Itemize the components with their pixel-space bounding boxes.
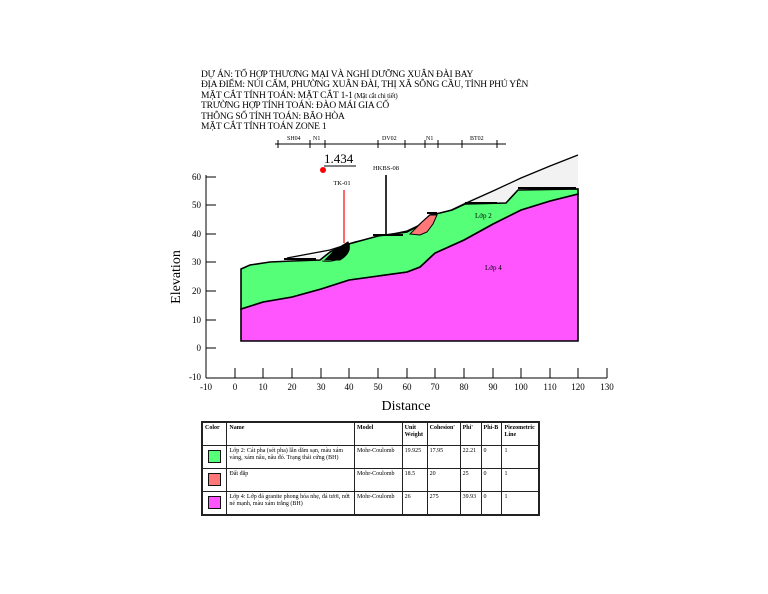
header-line-project: DỰ ÁN: TỔ HỢP THƯƠNG MẠI VÀ NGHỈ DƯỠNG X… [201,70,474,80]
model-cell: Mohr-Coulomb [353,468,403,492]
slip-center-icon [320,167,326,173]
name-cell: Đất đắp [226,468,355,492]
y-tick-40: 40 [192,229,202,239]
profile-label-sh04: SH04 [287,136,301,142]
table-row: Lớp 4: Lớp đá granite phong hóa nhẹ, đá … [201,491,540,516]
header-line-section: MẶT CẮT TÍNH TOÁN: MẶT CẮT 1-1 (Mặt cắt … [201,91,528,101]
x-tick-110: 110 [543,382,557,392]
header-line-zone: MẶT CẮT TÍNH TOÁN ZONE 1 [201,122,327,133]
header-line-parameters: THÔNG SỐ TÍNH TOÁN: BÃO HÒA [201,111,345,122]
header-model: Model [353,421,403,446]
profile-label-dv02: DV02 [382,136,397,142]
layer-2-label: Lớp 2 [475,212,492,220]
header-section-note: (Mặt cắt chi tiết) [352,91,398,100]
header-unit-weight: Unit Weight [401,421,428,446]
unit-weight-cell: 18.5 [401,468,428,492]
x-tick-30: 30 [317,382,327,392]
x-tick-minus10: -10 [200,382,212,392]
x-tick-100: 100 [514,382,528,392]
name-cell: Lớp 4: Lớp đá granite phong hóa nhẹ, đá … [226,491,355,516]
y-tick-0: 0 [197,343,202,353]
model-cell: Mohr-Coulomb [353,445,403,469]
x-tick-120: 120 [571,382,585,392]
y-tick-labels: 60 50 40 30 20 10 0 -10 [189,172,202,382]
unit-weight-cell: 19.925 [401,445,428,469]
x-tick-20: 20 [288,382,298,392]
phi-b-cell: 0 [480,491,503,516]
x-tick-80: 80 [460,382,470,392]
color-swatch-fill [208,473,222,486]
header-name: Name [226,421,355,446]
x-tick-40: 40 [345,382,355,392]
profile-label-bt02: BT02 [470,136,484,142]
profile-label-n1-a: N1 [313,136,320,142]
y-tick-20: 20 [192,286,202,296]
borehole-hkbs08-label: HKBS-08 [373,165,399,172]
y-tick-minus10: -10 [189,372,201,382]
piezometric-cell: 1 [501,445,540,469]
color-cell [201,468,228,492]
color-cell [201,445,228,469]
cohesion-cell: 275 [426,491,461,516]
x-tick-90: 90 [489,382,499,392]
x-tick-70: 70 [431,382,441,392]
header-phi-b: Phi-B [480,421,503,446]
phi-cell: 22.21 [459,445,482,469]
piezometric-cell: 1 [501,468,540,492]
color-cell [201,491,228,516]
header-line-case: TRƯỜNG HỢP TÍNH TOÁN: ĐÀO MÁI GIA CỐ [201,101,389,112]
slip-surface-outline [321,242,351,262]
y-tick-10: 10 [192,315,202,325]
factor-of-safety: 1.434 [324,151,354,166]
phi-cell: 39.93 [459,491,482,516]
phi-b-cell: 0 [480,445,503,469]
table-row: Đất đắp Mohr-Coulomb 18.5 20 25 0 1 [201,468,540,492]
phi-b-cell: 0 [480,468,503,492]
color-swatch-layer-4 [208,496,222,509]
borehole-tk01-label: TK-01 [333,180,350,187]
x-tick-10: 10 [259,382,269,392]
project-header: DỰ ÁN: TỔ HỢP THƯƠNG MẠI VÀ NGHỈ DƯỠNG X… [201,70,528,132]
color-swatch-layer-2 [208,450,222,463]
y-tick-30: 30 [192,257,202,267]
header-color: Color [201,421,228,446]
y-tick-60: 60 [192,172,202,182]
x-tick-0: 0 [233,382,238,392]
layer-2-region [240,188,579,311]
name-cell: Lớp 2: Cát pha (sét pha) lẫn dăm sạn, mà… [226,445,355,469]
header-cohesion: Cohesion' [426,421,461,446]
profile-label-n1-b: N1 [426,136,433,142]
x-axis-title: Distance [382,399,431,414]
cross-section-plot: SH04 N1 DV02 N1 BT02 60 50 40 30 20 10 0… [169,136,614,414]
x-axis [206,368,608,379]
model-cell: Mohr-Coulomb [353,491,403,516]
y-tick-50: 50 [192,200,202,210]
y-axis-title: Elevation [169,250,184,304]
phi-cell: 25 [459,468,482,492]
table-header-row: Color Name Model Unit Weight Cohesion' P… [201,421,540,446]
unit-weight-cell: 26 [401,491,428,516]
table-row: Lớp 2: Cát pha (sét pha) lẫn dăm sạn, mà… [201,445,540,469]
x-tick-50: 50 [374,382,384,392]
header-phi: Phi' [459,421,482,446]
header-line-location: ĐỊA ĐIỂM: NÚI CẤM, PHƯỜNG XUÂN ĐÀI, THỊ … [201,80,529,91]
header-piezometric: Piezometric Line [501,421,540,446]
x-tick-130: 130 [600,382,614,392]
cohesion-cell: 20 [426,468,461,492]
cohesion-cell: 17.95 [426,445,461,469]
fill-region [408,214,438,236]
x-tick-60: 60 [403,382,413,392]
y-axis [205,175,216,378]
profile-bar [275,140,506,148]
surface-markers [284,187,576,260]
x-tick-labels: -10 0 10 20 30 40 50 60 70 80 90 100 110… [200,382,614,392]
piezometric-cell: 1 [501,491,540,516]
header-line-section-text: MẶT CẮT TÍNH TOÁN: MẶT CẮT 1-1 [201,90,353,101]
layer-4-label: Lớp 4 [485,264,502,272]
materials-table: Color Name Model Unit Weight Cohesion' P… [201,421,540,516]
